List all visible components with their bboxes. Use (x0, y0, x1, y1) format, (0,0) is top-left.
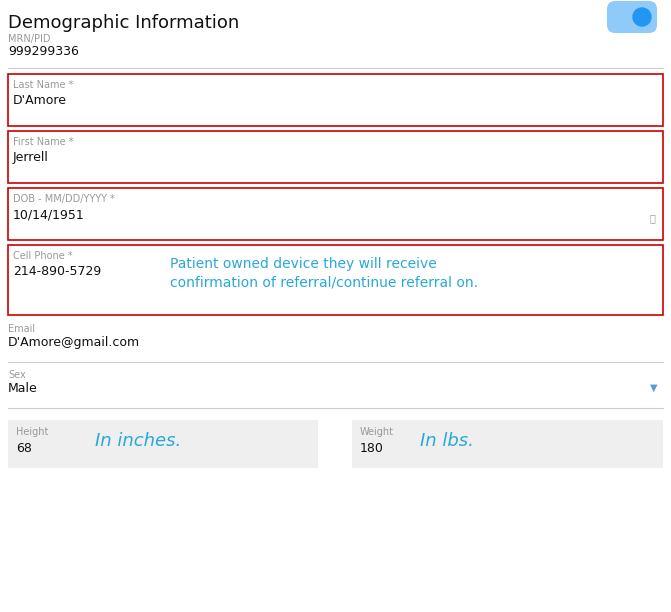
FancyBboxPatch shape (8, 131, 663, 183)
Text: ▼: ▼ (650, 383, 657, 393)
Text: 68: 68 (16, 442, 32, 455)
Text: Male: Male (8, 382, 38, 395)
Text: Demographic Information: Demographic Information (8, 14, 240, 32)
Text: 999299336: 999299336 (8, 45, 79, 58)
Text: 180: 180 (360, 442, 384, 455)
Text: Jerrell: Jerrell (13, 151, 49, 164)
Circle shape (633, 8, 651, 26)
Text: Height: Height (16, 427, 48, 437)
FancyBboxPatch shape (352, 420, 663, 468)
Text: Last Name *: Last Name * (13, 80, 73, 90)
Text: confirmation of referral/continue referral on.: confirmation of referral/continue referr… (170, 275, 478, 289)
Text: Weight: Weight (360, 427, 394, 437)
FancyBboxPatch shape (8, 420, 318, 468)
Text: Cell Phone *: Cell Phone * (13, 251, 72, 261)
FancyBboxPatch shape (8, 245, 663, 315)
Text: 214-890-5729: 214-890-5729 (13, 265, 101, 278)
Text: In lbs.: In lbs. (420, 432, 474, 450)
Text: First Name *: First Name * (13, 137, 74, 147)
Text: DOB - MM/DD/YYYY *: DOB - MM/DD/YYYY * (13, 194, 115, 204)
Text: Sex: Sex (8, 370, 25, 380)
FancyBboxPatch shape (607, 1, 657, 33)
FancyBboxPatch shape (8, 74, 663, 126)
Text: MRN/PID: MRN/PID (8, 34, 50, 44)
Text: Email: Email (8, 324, 35, 334)
Text: 10/14/1951: 10/14/1951 (13, 208, 85, 221)
Text: D'Amore: D'Amore (13, 94, 67, 107)
Text: 📅: 📅 (649, 213, 655, 223)
FancyBboxPatch shape (8, 188, 663, 240)
Text: D'Amore@gmail.com: D'Amore@gmail.com (8, 336, 140, 349)
Text: In inches.: In inches. (95, 432, 181, 450)
Text: Patient owned device they will receive: Patient owned device they will receive (170, 257, 437, 271)
